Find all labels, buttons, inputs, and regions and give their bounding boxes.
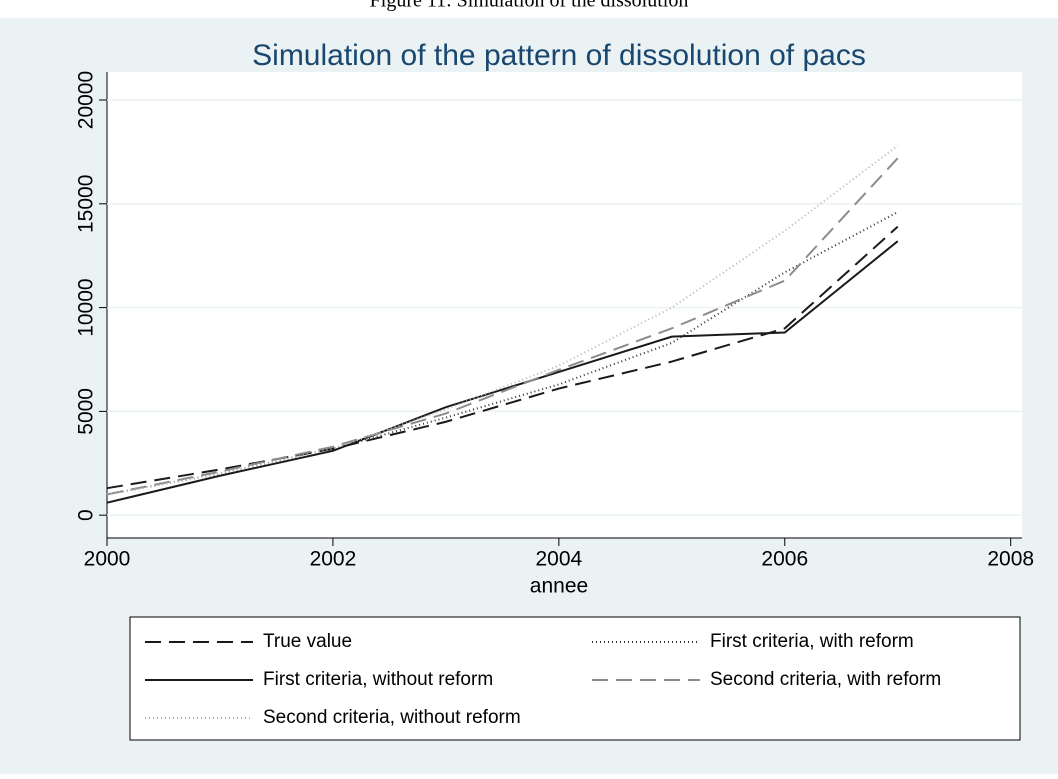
chart-title: Simulation of the pattern of dissolution… [252, 39, 866, 72]
series-line [106, 211, 899, 496]
x-tick-label: 2006 [761, 548, 808, 571]
plot-area [107, 72, 1022, 538]
x-tick-label: 2000 [84, 548, 131, 571]
legend-label: Second criteria, with reform [710, 669, 941, 690]
series-line [106, 157, 899, 496]
y-tick-label: 20000 [75, 71, 98, 129]
y-tick-label: 0 [75, 509, 98, 521]
legend-label: First criteria, with reform [710, 631, 914, 652]
caption: Figure 11: Simulation of the dissolution [370, 0, 689, 12]
legend-label: First criteria, without reform [263, 669, 493, 690]
series-line [106, 240, 899, 504]
series-line [106, 144, 899, 496]
x-tick-label: 2004 [535, 548, 582, 571]
legend-label: Second criteria, without reform [263, 707, 521, 728]
legend-label: True value [263, 631, 352, 652]
legend [129, 616, 1021, 741]
y-tick-label: 10000 [75, 278, 98, 336]
y-tick-label: 15000 [75, 175, 98, 233]
x-tick-label: 2002 [310, 548, 357, 571]
y-tick-label: 5000 [75, 388, 98, 435]
x-tick-label: 2008 [987, 548, 1034, 571]
x-axis-label: annee [530, 575, 588, 598]
